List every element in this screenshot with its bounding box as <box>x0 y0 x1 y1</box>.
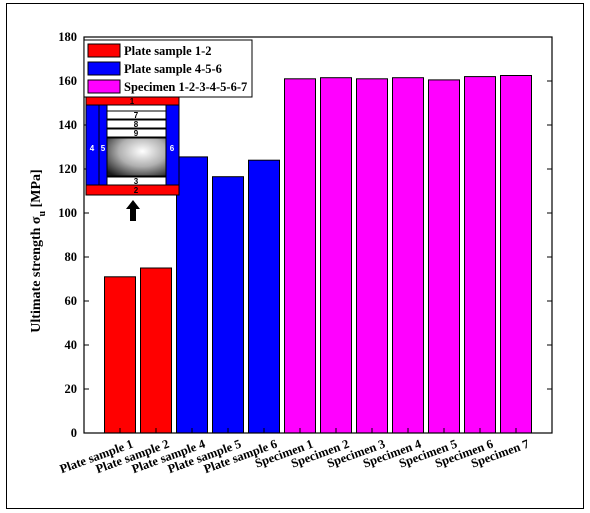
legend-label-2: Plate sample 4-5-6 <box>124 62 222 76</box>
inset-label-7: 7 <box>134 111 139 120</box>
legend-swatch-3 <box>87 79 121 94</box>
legend-swatch-2 <box>87 61 121 76</box>
bar-11 <box>464 76 496 434</box>
legend-item-2: Plate sample 4-5-6 <box>87 61 222 76</box>
legend: Plate sample 1-2 Plate sample 4-5-6 Spec… <box>83 39 253 98</box>
legend-label-1: Plate sample 1-2 <box>124 44 211 58</box>
plot-area-border <box>83 36 553 434</box>
strip-7 <box>106 110 167 120</box>
inset-label-4: 4 <box>90 144 95 153</box>
bar-4 <box>212 176 244 434</box>
specimen-core <box>106 137 167 177</box>
y-tick-label: 60 <box>65 294 78 308</box>
legend-item-3: Specimen 1-2-3-4-5-6-7 <box>87 79 247 94</box>
inset-label-8: 8 <box>134 120 139 129</box>
y-axis-label: Ultimate strength σu [MPa] <box>29 169 48 332</box>
bar-5 <box>248 159 280 434</box>
y-tick-label: 80 <box>65 250 78 264</box>
y-tick-label: 0 <box>71 426 77 440</box>
strip-8 <box>106 119 167 129</box>
y-tick-label: 100 <box>58 206 77 220</box>
inset-label-3: 3 <box>134 177 139 186</box>
y-ticks: 0 20 40 60 80 100 120 140 160 180 <box>58 30 552 440</box>
bars-layer <box>104 75 532 434</box>
bar-9 <box>392 77 424 434</box>
inset-label-9: 9 <box>134 129 139 138</box>
inset-label-6: 6 <box>170 144 175 153</box>
y-tick-label: 40 <box>65 338 78 352</box>
plate-bottom-red <box>85 184 180 196</box>
inset-label-1: 1 <box>130 97 135 106</box>
bar-3 <box>176 156 208 434</box>
y-tick-label: 120 <box>58 162 77 176</box>
legend-item-1: Plate sample 1-2 <box>87 43 211 58</box>
legend-swatch-1 <box>87 43 121 58</box>
bar-8 <box>356 78 388 434</box>
axes-layer <box>83 36 553 434</box>
bar-10 <box>428 79 460 434</box>
bar-7 <box>320 77 352 434</box>
legend-label-3: Specimen 1-2-3-4-5-6-7 <box>124 80 247 94</box>
y-tick-label: 140 <box>58 118 77 132</box>
inset-label-2: 2 <box>134 186 139 195</box>
y-tick-label: 160 <box>58 74 77 88</box>
inset-label-5: 5 <box>101 144 106 153</box>
up-arrow-icon <box>126 200 140 221</box>
bar-12 <box>500 75 532 434</box>
strip-9 <box>106 128 167 138</box>
bar-2 <box>140 267 172 434</box>
bar-6 <box>284 78 316 434</box>
bar-1 <box>104 276 136 434</box>
y-tick-label: 180 <box>58 30 77 44</box>
y-tick-label: 20 <box>65 382 78 396</box>
specimen-diagram: 1 4 5 6 7 8 9 3 2 <box>85 96 180 221</box>
